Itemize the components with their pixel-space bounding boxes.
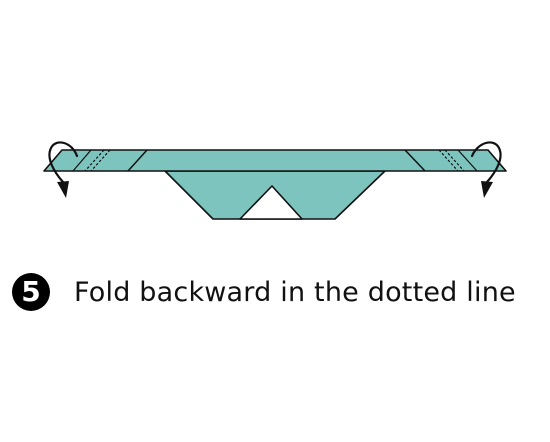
step-instruction-text: Fold backward in the dotted line (74, 276, 516, 308)
step-instruction: 5 Fold backward in the dotted line (12, 272, 516, 312)
left-edge-fold-line (72, 149, 92, 172)
left-curved-fold-arrow-icon (48, 141, 79, 198)
left-dotted-fold-line-2 (90, 149, 111, 172)
crease-line-left (127, 149, 148, 172)
left-dotted-fold-line (84, 149, 105, 172)
crease-line-right (404, 149, 426, 172)
right-dotted-fold-line (444, 149, 465, 172)
right-curved-fold-arrow-icon (470, 141, 502, 198)
paper-band (43, 149, 507, 172)
paper-notch-triangle (239, 185, 303, 220)
right-edge-fold-line (457, 149, 478, 172)
right-dotted-fold-line-2 (438, 149, 459, 172)
step-number-badge: 5 (12, 273, 50, 311)
